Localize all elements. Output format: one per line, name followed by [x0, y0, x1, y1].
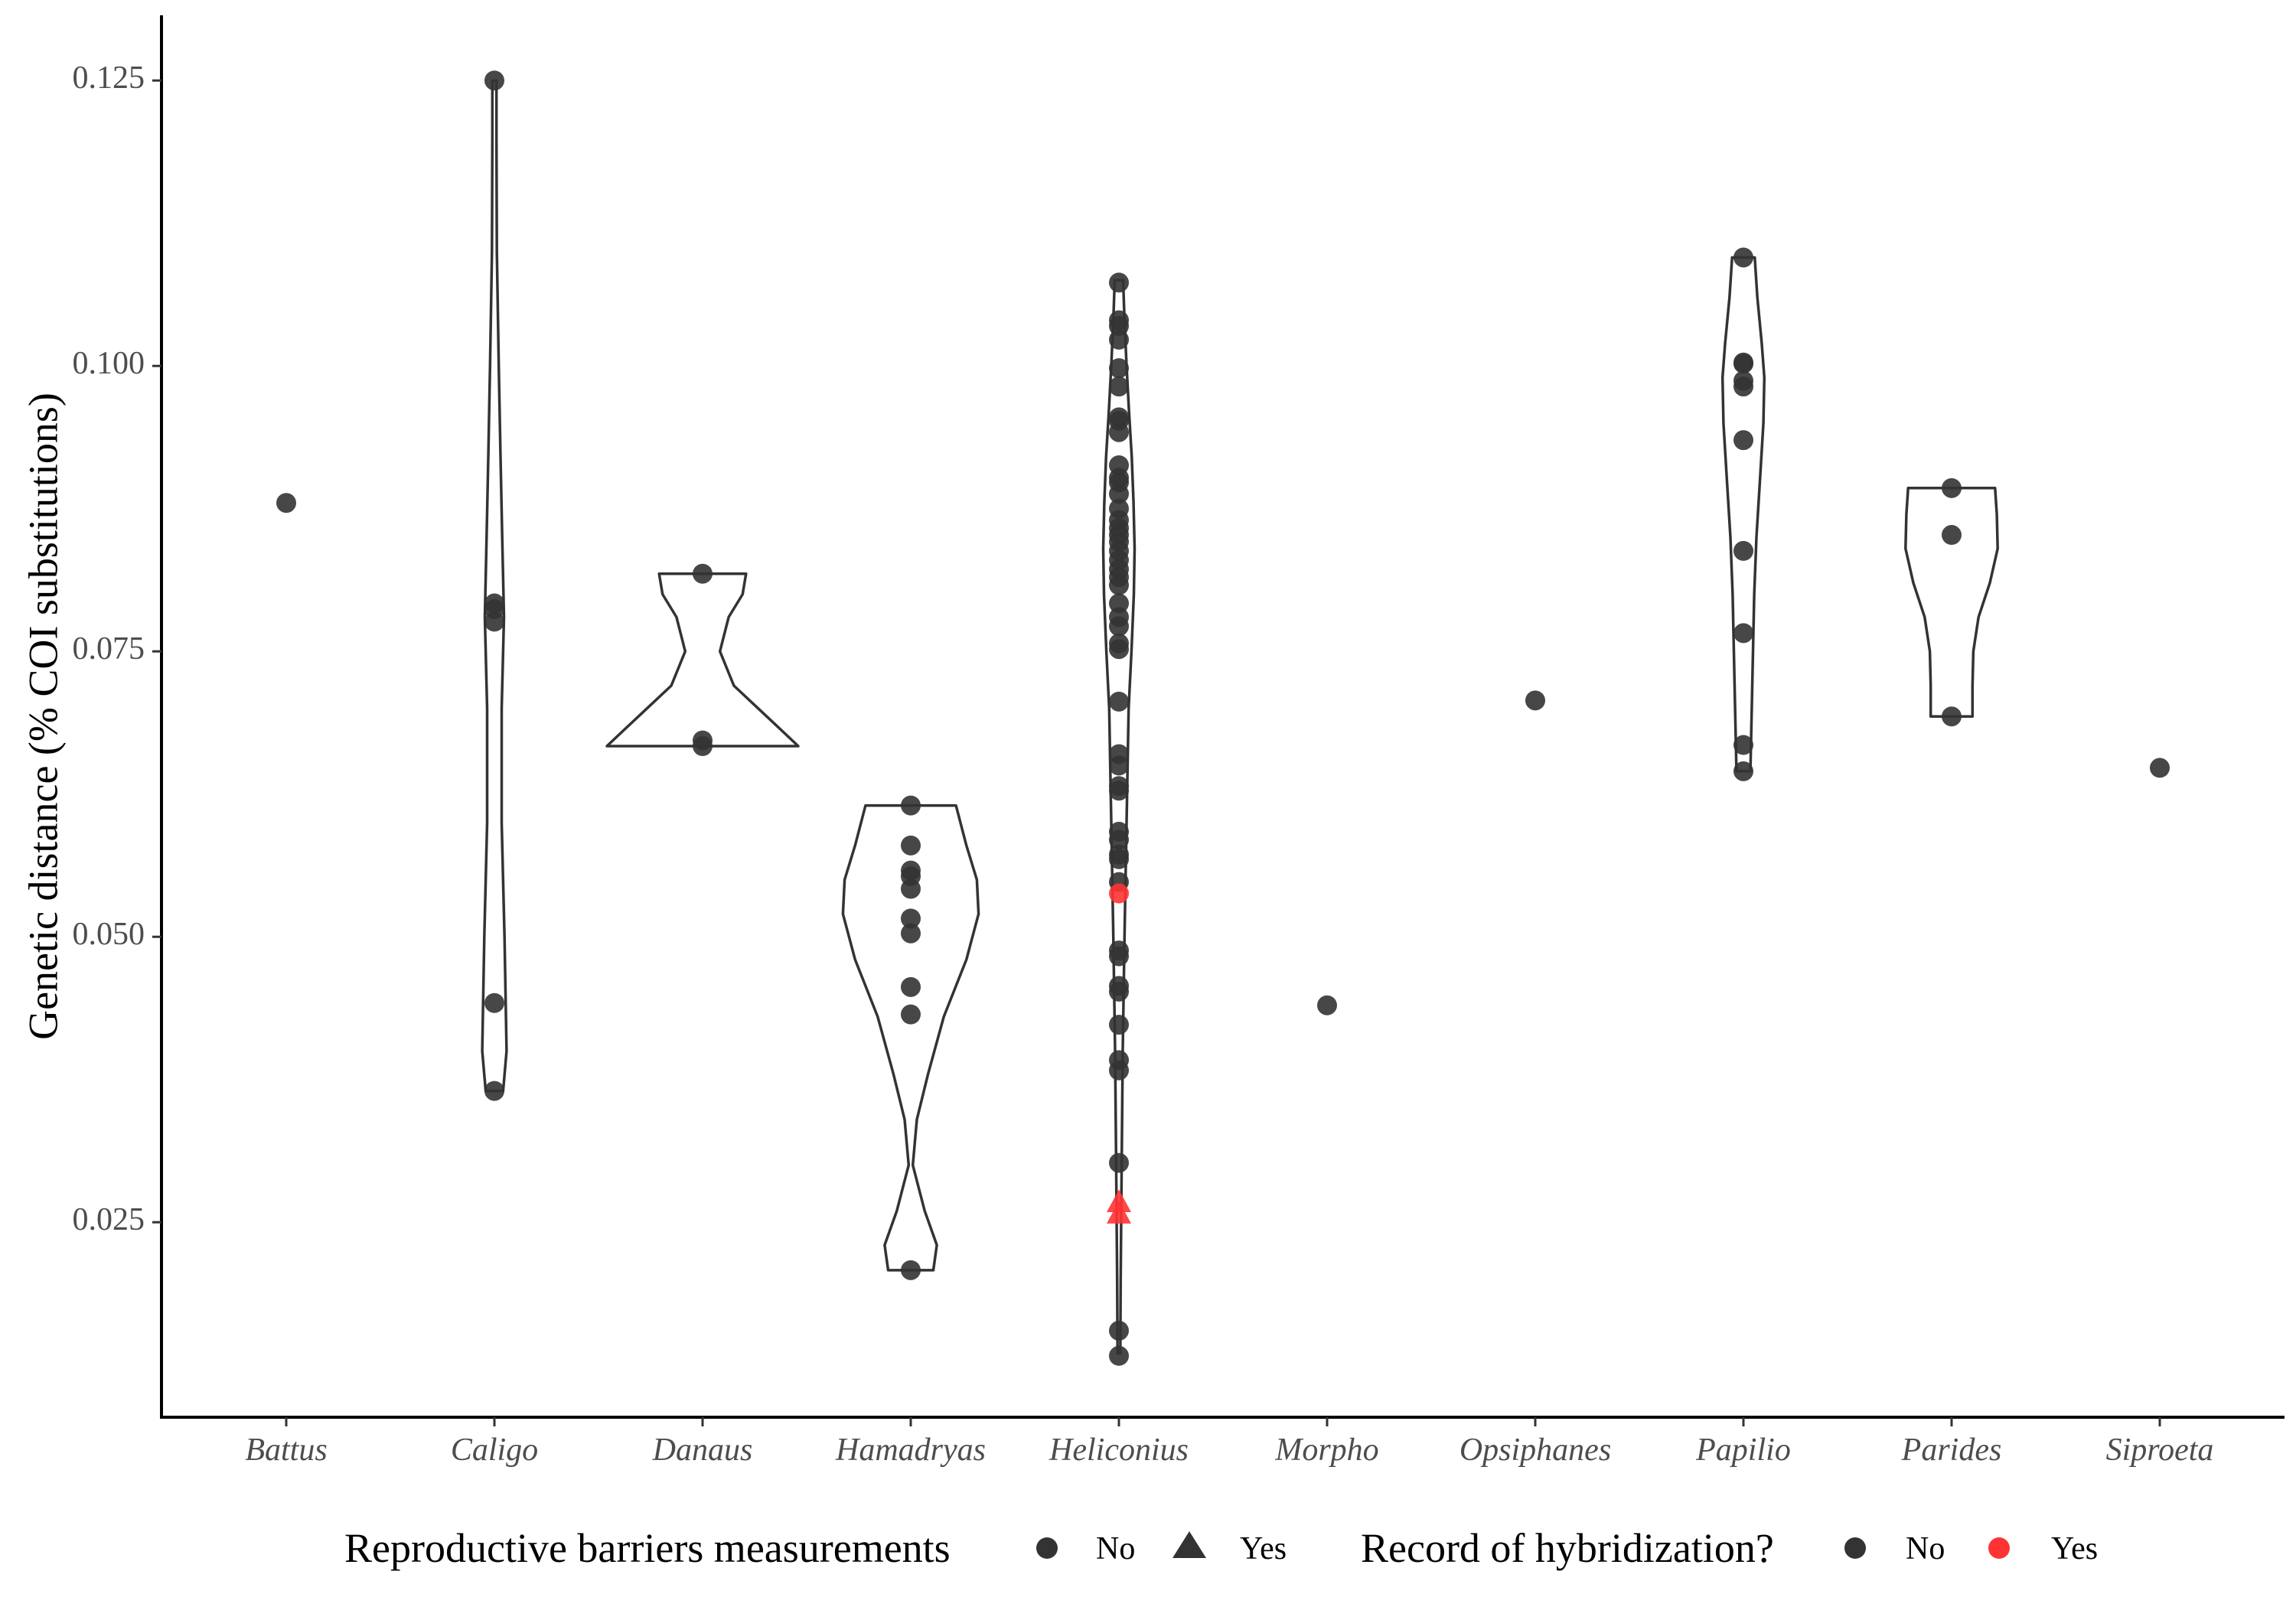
point-hamadryas [901, 835, 921, 856]
x-tick-label-parides: Parides [1901, 1433, 2002, 1468]
point-papilio [1733, 376, 1753, 397]
point-hamadryas [901, 976, 921, 997]
point-heliconius [1109, 755, 1129, 776]
violin-caligo [481, 79, 508, 1093]
point-hamadryas [901, 1004, 921, 1025]
x-tick-label-papilio: Papilio [1695, 1433, 1791, 1468]
point-heliconius [1109, 329, 1129, 350]
point-papilio [1733, 540, 1753, 561]
legend-key-hybridization-no-circle [1844, 1537, 1866, 1559]
legend-label-hybridization-no: No [1906, 1531, 1945, 1566]
point-hamadryas [901, 923, 921, 944]
x-tick-label-morpho: Morpho [1274, 1433, 1378, 1468]
y-tick-label-0-050: 0.050 [73, 917, 145, 952]
point-parides [1942, 706, 1962, 727]
point-heliconius [1109, 272, 1129, 293]
point-heliconius [1109, 484, 1129, 504]
x-tick-label-heliconius: Heliconius [1049, 1433, 1189, 1468]
point-danaus [693, 736, 713, 757]
legend-label-barriers-no: No [1096, 1531, 1135, 1566]
point-heliconius [1109, 575, 1129, 595]
point-heliconius [1109, 616, 1129, 637]
point-hamadryas [901, 878, 921, 899]
point-papilio [1733, 354, 1753, 374]
point-heliconius [1109, 830, 1129, 850]
violin-danaus [605, 572, 800, 748]
point-heliconius [1109, 358, 1129, 379]
point-hamadryas [901, 795, 921, 816]
x-tick-label-opsiphanes: Opsiphanes [1459, 1433, 1611, 1468]
x-tick-label-danaus: Danaus [652, 1433, 753, 1468]
point-morpho [1317, 995, 1337, 1015]
y-tick-label-0-100: 0.100 [73, 346, 145, 381]
y-tick-label-0-125: 0.125 [73, 60, 145, 96]
point-heliconius [1109, 1152, 1129, 1173]
point-papilio [1733, 761, 1753, 781]
x-tick-label-hamadryas: Hamadryas [835, 1433, 986, 1468]
point-heliconius [1109, 981, 1129, 1002]
point-heliconius [1109, 1060, 1129, 1081]
point-heliconius [1109, 639, 1129, 660]
point-heliconius [1109, 376, 1129, 397]
point-heliconius [1109, 315, 1129, 336]
point-hamadryas [901, 908, 921, 929]
points-layer [276, 70, 2170, 1366]
point-battus [276, 493, 296, 513]
point-heliconius [1109, 781, 1129, 801]
point-opsiphanes [1525, 690, 1545, 711]
point-papilio [1733, 430, 1753, 451]
legend-key-hybridization-yes-circle [1988, 1537, 2010, 1559]
point-heliconius [1107, 1201, 1131, 1224]
point-caligo [484, 1081, 504, 1101]
y-tick-label-0-075: 0.075 [73, 631, 145, 667]
legend-title-hybridization: Record of hybridization? [1361, 1525, 1774, 1571]
x-tick-label-siproeta: Siproeta [2106, 1433, 2214, 1468]
point-papilio [1733, 247, 1753, 268]
x-tick-label-caligo: Caligo [451, 1433, 538, 1468]
point-heliconius [1109, 593, 1129, 614]
point-heliconius [1109, 849, 1129, 869]
point-heliconius [1109, 422, 1129, 442]
legend-key-barriers-yes-triangle [1172, 1531, 1206, 1558]
point-parides [1942, 478, 1962, 498]
legend-key-barriers-no-circle [1036, 1537, 1058, 1559]
point-heliconius [1109, 1345, 1129, 1366]
point-heliconius [1107, 1189, 1131, 1212]
point-danaus [693, 563, 713, 584]
point-heliconius [1109, 1015, 1129, 1035]
point-caligo [484, 70, 504, 91]
point-caligo [484, 611, 504, 632]
point-caligo [484, 993, 504, 1013]
point-hamadryas [901, 1260, 921, 1280]
point-heliconius [1109, 691, 1129, 712]
y-tick-label-0-025: 0.025 [73, 1202, 145, 1237]
point-siproeta [2150, 758, 2170, 778]
point-papilio [1733, 623, 1753, 644]
point-heliconius [1109, 946, 1129, 966]
point-heliconius [1109, 883, 1129, 904]
legend-label-hybridization-yes: Yes [2051, 1531, 2098, 1566]
point-heliconius [1109, 1320, 1129, 1341]
violins-layer [481, 79, 1999, 1355]
legend-title-barriers: Reproductive barriers measurements [344, 1525, 951, 1571]
y-axis: 0.025 0.050 0.075 0.100 0.125 [73, 15, 163, 1417]
violin-hamadryas [841, 804, 980, 1272]
x-axis: Battus Caligo Danaus Hamadryas Heliconius Mor… [160, 1416, 2285, 1468]
x-tick-label-battus: Battus [245, 1433, 327, 1468]
point-papilio [1733, 735, 1753, 755]
y-axis-title: Genetic distance (% COI substitutions) [20, 393, 66, 1040]
violin-papilio [1720, 256, 1766, 773]
legend-label-barriers-yes: Yes [1240, 1531, 1287, 1566]
point-parides [1942, 525, 1962, 546]
violin-parides [1904, 487, 1999, 718]
legend: Reproductive barriers measurements No Ye… [344, 1525, 2098, 1571]
